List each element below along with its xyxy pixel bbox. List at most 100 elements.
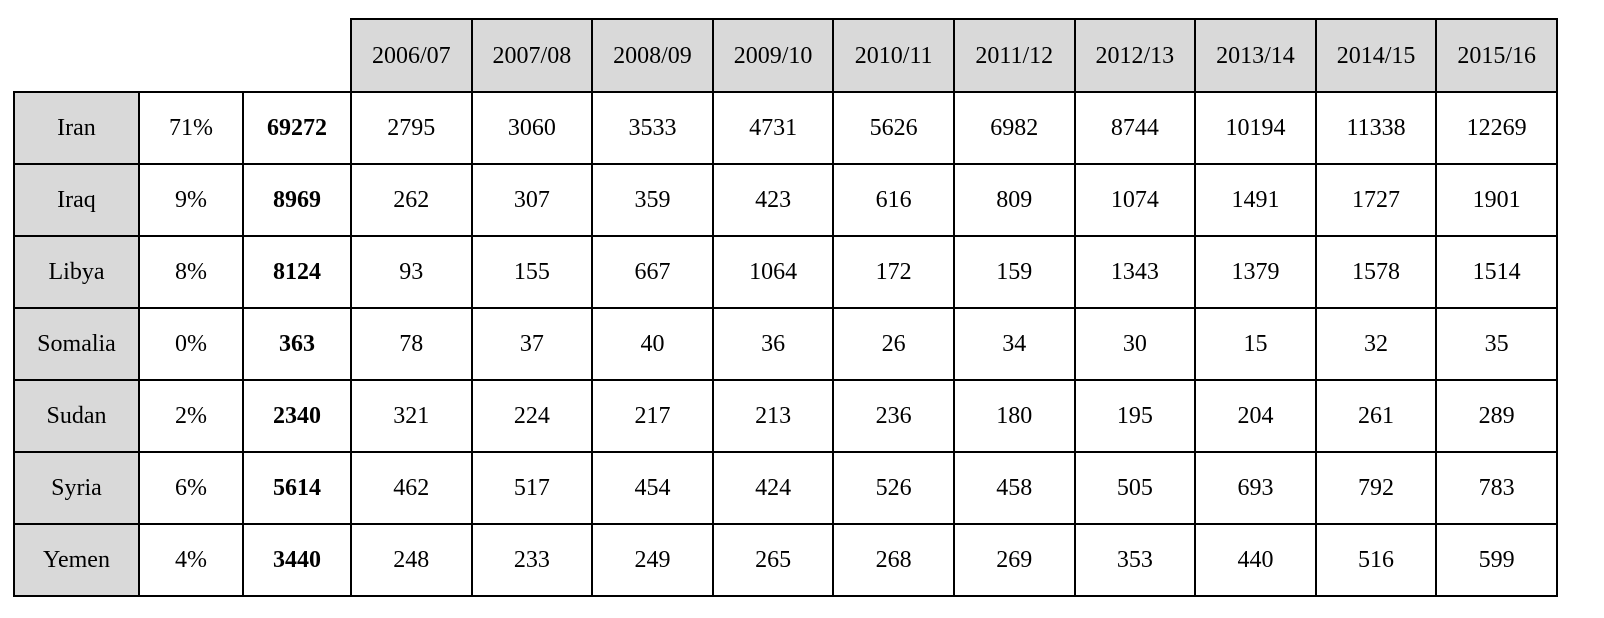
share: 8% xyxy=(138,235,244,309)
year-value: 599 xyxy=(1435,523,1558,597)
year-value: 517 xyxy=(470,451,594,525)
country: Syria xyxy=(13,451,140,525)
year-value: 93 xyxy=(350,235,473,309)
year-value: 155 xyxy=(470,235,594,309)
share: 9% xyxy=(138,163,244,237)
year-value: 516 xyxy=(1314,523,1438,597)
year-value: 1727 xyxy=(1314,163,1438,237)
year-value: 1379 xyxy=(1194,235,1317,309)
share: 2% xyxy=(138,379,244,453)
year-value: 289 xyxy=(1435,379,1558,453)
year-value: 15 xyxy=(1194,307,1317,381)
year-value: 172 xyxy=(832,235,955,309)
year-value: 30 xyxy=(1073,307,1197,381)
year-value: 353 xyxy=(1073,523,1197,597)
year-value: 1514 xyxy=(1435,235,1558,309)
year-value: 32 xyxy=(1314,307,1438,381)
country: Libya xyxy=(13,235,140,309)
year-value: 1064 xyxy=(711,235,835,309)
country: Iraq xyxy=(13,163,140,237)
year-value: 12269 xyxy=(1435,91,1558,165)
share: 0% xyxy=(138,307,244,381)
year-value: 1343 xyxy=(1073,235,1197,309)
blank-cell xyxy=(243,19,351,93)
country: Iran xyxy=(13,91,140,165)
blank-cell xyxy=(14,19,139,93)
data-row: Iraq 9% 8969 262 307 359 423 616 809 1074 1491 1727… xyxy=(13,163,1558,237)
data-row: Somalia 0% 363 78 37 40 36 26 34 30 15 32 35 xyxy=(13,307,1558,381)
country: Sudan xyxy=(13,379,140,453)
year-value: 458 xyxy=(952,451,1076,525)
year-value: 37 xyxy=(470,307,594,381)
year-value: 8744 xyxy=(1073,91,1197,165)
year-value: 792 xyxy=(1314,451,1438,525)
total: 5614 xyxy=(242,451,352,525)
year-value: 6982 xyxy=(952,91,1076,165)
year-value: 224 xyxy=(470,379,594,453)
data-row: Iran 71% 69272 2795 3060 3533 4731 5626 6982 8744… xyxy=(13,91,1558,165)
year-value: 217 xyxy=(591,379,714,453)
data-row: Sudan 2% 2340 321 224 217 213 236 180 195 204 261 28… xyxy=(13,379,1558,453)
year-value: 26 xyxy=(832,307,955,381)
year-value: 1491 xyxy=(1194,163,1317,237)
year-value: 4731 xyxy=(711,91,835,165)
year-header: 2006/07 xyxy=(350,18,473,93)
year-value: 616 xyxy=(832,163,955,237)
year-value: 1578 xyxy=(1314,235,1438,309)
data-row: Libya 8% 8124 93 155 667 1064 172 159 1343 1379 157… xyxy=(13,235,1558,309)
year-value: 269 xyxy=(952,523,1076,597)
table-body: 2006/07 2007/08 2008/09 2009/10 2010/11 2011/… xyxy=(13,18,1558,597)
year-value: 213 xyxy=(711,379,835,453)
year-value: 307 xyxy=(470,163,594,237)
year-value: 1074 xyxy=(1073,163,1197,237)
year-value: 1901 xyxy=(1435,163,1558,237)
country: Somalia xyxy=(13,307,140,381)
data-table: 2006/07 2007/08 2008/09 2009/10 2010/11 2011/… xyxy=(13,18,1558,597)
year-header: 2013/14 xyxy=(1194,18,1317,93)
year-value: 423 xyxy=(711,163,835,237)
data-row: Yemen 4% 3440 248 233 249 265 268 269 353 440 516 59… xyxy=(13,523,1558,597)
year-value: 321 xyxy=(350,379,473,453)
year-value: 693 xyxy=(1194,451,1317,525)
year-value: 78 xyxy=(350,307,473,381)
total: 69272 xyxy=(242,91,352,165)
year-value: 35 xyxy=(1435,307,1558,381)
data-row: Syria 6% 5614 462 517 454 424 526 458 505 693 792 78… xyxy=(13,451,1558,525)
year-value: 10194 xyxy=(1194,91,1317,165)
year-value: 526 xyxy=(832,451,955,525)
year-header: 2008/09 xyxy=(591,18,714,93)
total: 3440 xyxy=(242,523,352,597)
year-header: 2011/12 xyxy=(952,18,1076,93)
year-value: 505 xyxy=(1073,451,1197,525)
year-value: 34 xyxy=(952,307,1076,381)
share: 71% xyxy=(138,91,244,165)
year-header: 2012/13 xyxy=(1073,18,1197,93)
country: Yemen xyxy=(13,523,140,597)
year-value: 3533 xyxy=(591,91,714,165)
year-value: 5626 xyxy=(832,91,955,165)
year-header: 2009/10 xyxy=(711,18,835,93)
year-header: 2014/15 xyxy=(1314,18,1438,93)
year-value: 236 xyxy=(832,379,955,453)
year-value: 261 xyxy=(1314,379,1438,453)
year-value: 40 xyxy=(591,307,714,381)
header-row: 2006/07 2007/08 2008/09 2009/10 2010/11 2011/… xyxy=(14,18,1558,93)
total: 2340 xyxy=(242,379,352,453)
total: 8124 xyxy=(242,235,352,309)
year-value: 809 xyxy=(952,163,1076,237)
share: 4% xyxy=(138,523,244,597)
year-value: 424 xyxy=(711,451,835,525)
year-header: 2015/16 xyxy=(1435,18,1558,93)
year-value: 359 xyxy=(591,163,714,237)
year-value: 249 xyxy=(591,523,714,597)
blank-cell xyxy=(139,19,243,93)
year-value: 783 xyxy=(1435,451,1558,525)
year-value: 159 xyxy=(952,235,1076,309)
year-value: 36 xyxy=(711,307,835,381)
year-value: 462 xyxy=(350,451,473,525)
year-header: 2010/11 xyxy=(832,18,955,93)
year-value: 667 xyxy=(591,235,714,309)
year-value: 204 xyxy=(1194,379,1317,453)
year-header: 2007/08 xyxy=(470,18,594,93)
